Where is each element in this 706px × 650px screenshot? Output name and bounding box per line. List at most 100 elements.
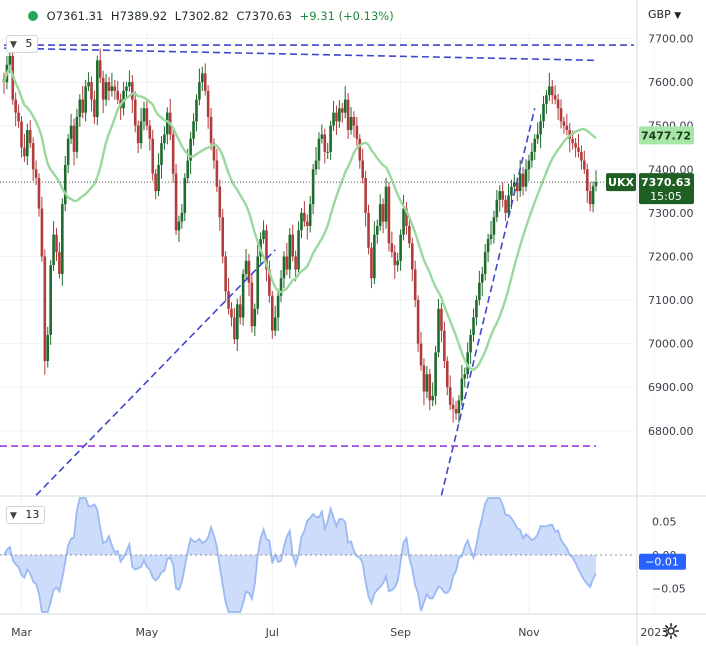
candle — [393, 245, 397, 279]
candle-body — [498, 191, 502, 200]
candle-body — [177, 221, 181, 231]
candle — [580, 145, 583, 170]
candle — [364, 170, 367, 227]
candle-body — [521, 173, 525, 187]
candle — [189, 131, 192, 175]
candle-body — [381, 204, 385, 222]
candle — [539, 114, 542, 149]
candle-body — [518, 173, 522, 192]
candle-body — [571, 138, 574, 144]
settings-gear-icon[interactable] — [662, 622, 680, 640]
candle-body — [501, 191, 504, 200]
candle-body — [66, 138, 70, 165]
candle — [268, 260, 271, 303]
candle — [585, 163, 589, 203]
candle — [332, 100, 335, 131]
candle-body — [250, 282, 254, 327]
candle-body — [440, 308, 443, 331]
candle-body — [157, 164, 160, 192]
candle — [361, 148, 364, 184]
candle — [524, 159, 528, 192]
candle — [81, 85, 85, 119]
candle-body — [201, 73, 204, 83]
trendlines — [0, 44, 634, 496]
currency-selector[interactable]: GBP ▼ — [648, 8, 681, 21]
candle — [101, 70, 105, 114]
candle — [340, 103, 344, 123]
candle-body — [49, 265, 52, 335]
candle-body — [142, 108, 146, 122]
main-pane-count: 5 — [25, 37, 33, 50]
osc-pane-badge[interactable]: ▼ 13 — [6, 506, 46, 524]
candle-body — [43, 256, 47, 362]
candle — [174, 163, 178, 236]
candle-body — [413, 269, 417, 301]
candle — [326, 142, 330, 159]
candle-body — [402, 208, 405, 235]
candle-body — [510, 186, 513, 196]
candle — [305, 214, 309, 240]
candle — [291, 224, 295, 262]
candle-body — [483, 252, 487, 274]
candle-body — [203, 73, 207, 91]
x-tick-label: May — [136, 626, 159, 639]
candle-body — [562, 121, 566, 126]
candle-body — [241, 273, 245, 318]
candle — [443, 321, 446, 369]
candle — [90, 76, 93, 112]
candle-body — [317, 138, 321, 161]
candle-body — [253, 308, 257, 327]
candle-body — [46, 334, 50, 362]
candle — [244, 249, 248, 280]
osc-y-tick-label: 0.05 — [652, 515, 677, 528]
candle-body — [320, 134, 324, 139]
candle-body — [539, 121, 542, 135]
candle — [28, 120, 32, 148]
candle-body — [276, 295, 280, 318]
candle-body — [221, 217, 225, 257]
candle-body — [457, 400, 461, 414]
candle — [55, 228, 58, 261]
candle — [31, 137, 35, 182]
candle-body — [58, 252, 61, 274]
candle — [565, 113, 569, 136]
candle-body — [273, 317, 277, 331]
ohlc-readout: O7361.31 H7389.92 L7302.82 C7370.63 +9.3… — [28, 9, 398, 23]
candle-body — [131, 82, 134, 100]
candle-body — [326, 151, 330, 153]
candle — [34, 160, 38, 186]
candle-body — [513, 182, 516, 187]
candle-body — [583, 160, 586, 170]
candle-body — [323, 134, 327, 152]
candle — [224, 251, 227, 302]
candle — [218, 179, 222, 231]
candle-body — [574, 143, 577, 148]
candle-body — [233, 317, 236, 340]
candle — [553, 85, 557, 105]
candle — [142, 101, 146, 131]
candle-body — [434, 352, 437, 396]
candle — [358, 134, 362, 169]
candle — [308, 196, 312, 233]
candle — [177, 215, 181, 243]
candle — [536, 122, 539, 145]
x-tick-label: Jul — [265, 626, 279, 639]
candle-body — [101, 77, 105, 100]
candle — [58, 242, 61, 279]
candle-body — [128, 82, 131, 87]
candle — [475, 295, 478, 326]
candle-body — [78, 99, 82, 117]
candle — [87, 72, 90, 92]
candle-body — [113, 86, 117, 91]
candle-body — [355, 125, 359, 139]
candle — [256, 242, 260, 315]
x-tick-label: Mar — [11, 626, 32, 639]
candle — [591, 181, 595, 213]
candle — [14, 92, 17, 127]
candle — [139, 107, 143, 149]
osc-y-tick-label: −0.05 — [652, 583, 686, 596]
candle — [221, 209, 225, 263]
main-pane-badge[interactable]: ▼ 5 — [6, 35, 39, 53]
candle — [501, 182, 504, 207]
candle-body — [588, 191, 592, 205]
